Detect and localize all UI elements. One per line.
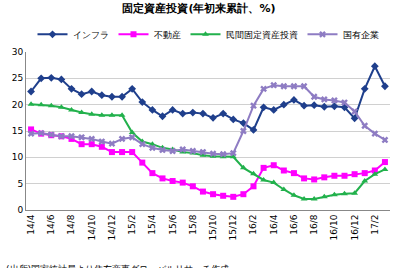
svg-text:15: 15 xyxy=(12,126,23,136)
svg-text:10: 10 xyxy=(12,152,24,162)
svg-text:国有企業: 国有企業 xyxy=(343,30,379,40)
svg-text:16/10: 16/10 xyxy=(329,214,339,240)
svg-text:16/8: 16/8 xyxy=(309,214,319,234)
svg-text:15/6: 15/6 xyxy=(168,214,178,234)
svg-text:15/12: 15/12 xyxy=(228,215,238,241)
svg-text:不動産: 不動産 xyxy=(154,30,181,40)
svg-text:15/4: 15/4 xyxy=(147,214,157,234)
svg-text:固定資産投資(年初来累計、%): 固定資産投資(年初来累計、%) xyxy=(122,2,275,15)
svg-text:民間固定資産投資: 民間固定資産投資 xyxy=(226,30,298,40)
svg-text:5: 5 xyxy=(17,179,23,189)
svg-text:14/8: 14/8 xyxy=(66,214,76,234)
svg-text:14/10: 14/10 xyxy=(87,214,97,240)
svg-text:14/12: 14/12 xyxy=(107,215,117,241)
svg-text:(出所)国家統計局より住友商事グローバルリサーチ作成: (出所)国家統計局より住友商事グローバルリサーチ作成 xyxy=(6,264,229,268)
svg-text:15/8: 15/8 xyxy=(188,214,198,234)
svg-text:0: 0 xyxy=(17,205,23,215)
svg-text:16/2: 16/2 xyxy=(248,215,258,235)
svg-text:25: 25 xyxy=(12,73,23,83)
svg-text:インフラ: インフラ xyxy=(73,30,109,40)
svg-text:30: 30 xyxy=(12,47,24,57)
svg-text:16/4: 16/4 xyxy=(269,214,279,234)
svg-text:14/6: 14/6 xyxy=(46,214,56,234)
svg-text:16/6: 16/6 xyxy=(289,214,299,234)
svg-text:14/4: 14/4 xyxy=(26,214,36,234)
svg-text:20: 20 xyxy=(12,100,24,110)
svg-text:16/12: 16/12 xyxy=(350,215,360,241)
svg-text:15/2: 15/2 xyxy=(127,215,137,235)
svg-text:17/2: 17/2 xyxy=(370,215,380,235)
svg-text:15/10: 15/10 xyxy=(208,214,218,240)
